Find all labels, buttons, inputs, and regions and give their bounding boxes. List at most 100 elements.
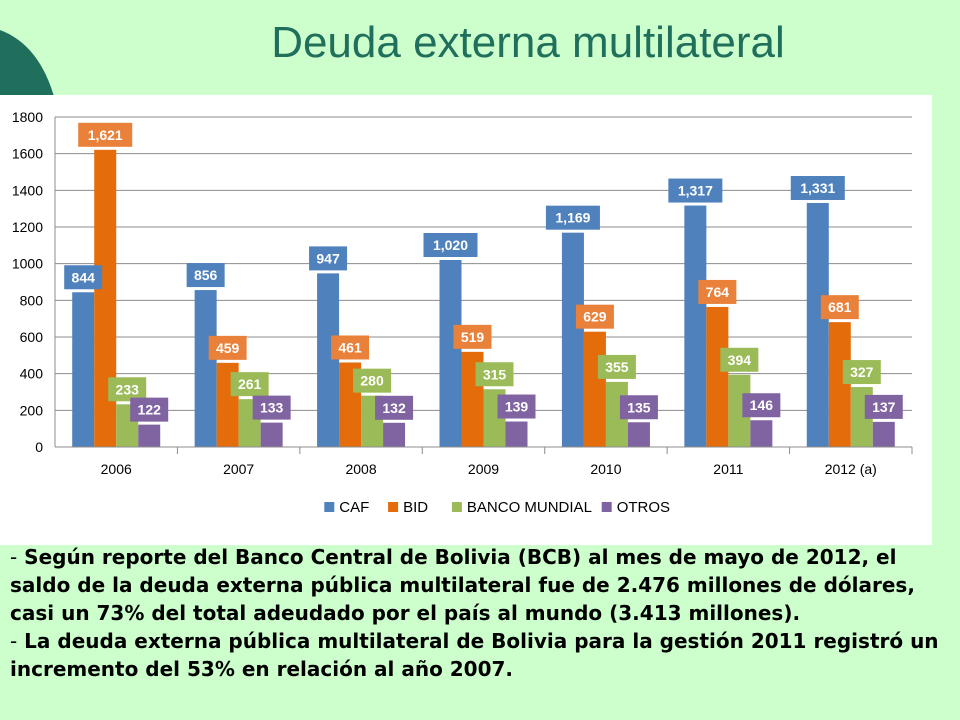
note-dash: - [10,545,18,569]
axes: 0 200 400 600 800 1000 1200 1400 1600 1800 2006 200… [12,109,913,477]
bar-caf [317,273,340,447]
legend-entry: OTROS [617,499,670,516]
legend-swatch [451,502,462,512]
y-tick-label: 1600 [12,146,43,162]
x-tick-label: 2010 [590,461,621,477]
bar-banco-mundial [728,374,751,447]
data-label: 133 [260,400,284,416]
data-label: 135 [627,399,651,415]
data-label-box [230,372,269,397]
data-label-box [423,233,478,257]
legend-entry: BID [403,499,428,516]
data-label-box [790,175,845,200]
bar-caf [561,232,584,447]
bar-caf [806,202,829,447]
data-label: 139 [505,399,529,415]
data-label: 1,331 [800,180,835,196]
data-label-box [497,394,536,419]
data-label-box [619,395,658,420]
slide-notes: - Según reporte del Banco Central de Bol… [10,543,940,683]
data-label-box [309,246,348,271]
data-label: 844 [72,269,96,285]
bar-chart: 844 1,621 233 122 856 459 261 133 947 461 280 132 1,… [12,109,913,516]
note-dash: - [10,629,18,653]
data-label-box [252,395,291,420]
y-tick-label: 600 [20,329,44,345]
data-label-box [597,354,636,379]
data-label: 280 [360,373,384,389]
x-tick-label: 2011 [713,461,743,477]
bar-caf [439,260,462,447]
x-tick-label: 2008 [345,461,376,477]
note-text: Según reporte del Banco Central de Boliv… [10,545,915,625]
chart-panel: 844 1,621 233 122 856 459 261 133 947 461 280 132 1,… [0,95,932,545]
legend-entry: BANCO MUNDIAL [467,499,592,516]
data-label: 947 [316,250,340,266]
bar-otros [260,422,283,447]
data-label-box [720,347,759,372]
data-label-box [698,279,737,304]
legend-swatch [601,502,612,512]
data-label-box [475,362,514,387]
bar-caf [72,292,95,447]
x-tick-label: 2012 (a) [825,461,877,477]
bar-caf [194,290,217,447]
data-label: 629 [583,309,607,325]
data-label: 461 [338,339,362,355]
data-label-box [353,368,392,393]
data-label-box [575,304,614,329]
legend-swatch [388,502,399,512]
data-label: 459 [216,340,240,356]
data-label: 261 [238,376,262,392]
data-label: 122 [138,402,162,418]
legend-entry: CAF [339,499,369,516]
bar-bid [828,322,851,447]
y-tick-label: 800 [20,292,44,308]
data-label: 1,020 [433,237,468,253]
y-tick-label: 1800 [12,109,43,125]
data-label: 233 [116,381,140,397]
data-label: 327 [850,364,874,380]
bar-otros [627,422,650,447]
data-label-box [545,205,600,230]
note-text: La deuda externa pública multilateral de… [10,629,939,681]
x-tick-label: 2009 [468,461,499,477]
data-label-box [130,397,169,422]
y-tick-label: 400 [20,366,44,382]
data-label-box [742,393,781,418]
y-tick-label: 0 [35,439,43,455]
data-label: 137 [872,399,896,415]
data-label: 1,169 [555,210,590,226]
data-label: 355 [605,359,629,375]
data-label: 132 [382,400,406,416]
bar-otros [872,421,895,447]
data-label-box [64,265,103,290]
bar-otros [138,424,161,447]
data-label: 394 [728,352,752,368]
data-label-box [78,122,133,147]
data-label-box [453,324,492,349]
bar-otros [750,420,773,447]
y-tick-label: 1000 [12,256,43,272]
slide-title: Deuda externa multilateral [271,18,785,67]
legend: CAF BID BANCO MUNDIAL OTROS [324,499,670,516]
data-label-box [864,394,903,419]
data-label-box [331,335,370,360]
x-tick-label: 2007 [223,461,254,477]
data-label: 315 [483,366,507,382]
data-label-box [208,335,247,360]
data-label-box [842,360,881,385]
bars [72,149,895,448]
bar-otros [505,421,528,447]
y-tick-label: 1400 [12,182,43,198]
x-tick-label: 2006 [101,461,132,477]
bar-bid [94,149,117,448]
note-paragraph-2: - La deuda externa pública multilateral … [10,627,940,683]
y-tick-label: 200 [20,402,44,418]
bar-otros [383,422,406,447]
data-label: 681 [828,299,852,315]
data-label-box [186,263,225,288]
data-label: 764 [706,284,730,300]
data-label-box [108,377,147,402]
data-label: 146 [750,397,774,413]
